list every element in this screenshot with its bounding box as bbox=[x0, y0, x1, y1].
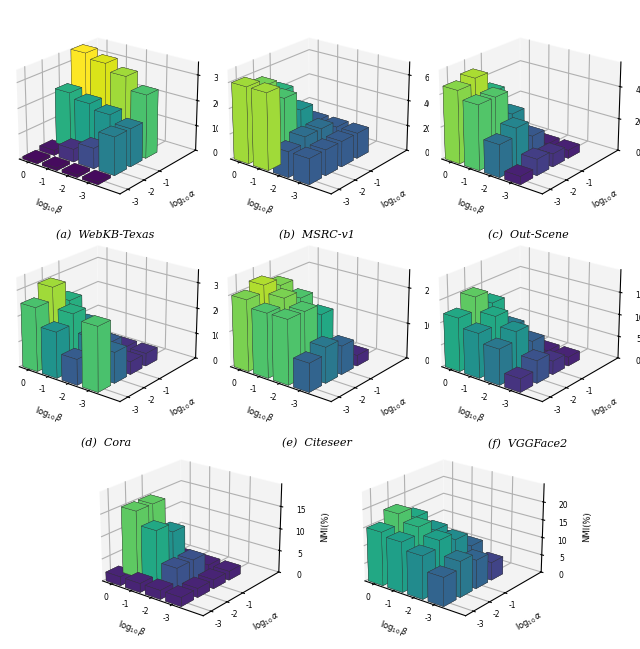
X-axis label: $\log_{10}\beta$: $\log_{10}\beta$ bbox=[455, 404, 487, 425]
Y-axis label: $\log_{10}\alpha$: $\log_{10}\alpha$ bbox=[251, 608, 283, 634]
Y-axis label: $\log_{10}\alpha$: $\log_{10}\alpha$ bbox=[590, 186, 622, 212]
X-axis label: $\log_{10}\beta$: $\log_{10}\beta$ bbox=[33, 196, 65, 217]
Y-axis label: $\log_{10}\alpha$: $\log_{10}\alpha$ bbox=[168, 394, 200, 420]
Text: (e)  Citeseer: (e) Citeseer bbox=[282, 438, 352, 448]
Y-axis label: $\log_{10}\alpha$: $\log_{10}\alpha$ bbox=[590, 394, 622, 420]
X-axis label: $\log_{10}\beta$: $\log_{10}\beta$ bbox=[378, 618, 410, 639]
Y-axis label: $\log_{10}\alpha$: $\log_{10}\alpha$ bbox=[379, 394, 411, 420]
Y-axis label: $\log_{10}\alpha$: $\log_{10}\alpha$ bbox=[379, 186, 411, 212]
Text: (a)  WebKB-Texas: (a) WebKB-Texas bbox=[56, 230, 155, 241]
X-axis label: $\log_{10}\beta$: $\log_{10}\beta$ bbox=[116, 618, 148, 639]
X-axis label: $\log_{10}\beta$: $\log_{10}\beta$ bbox=[33, 404, 65, 425]
X-axis label: $\log_{10}\beta$: $\log_{10}\beta$ bbox=[244, 404, 276, 425]
Y-axis label: $\log_{10}\alpha$: $\log_{10}\alpha$ bbox=[513, 608, 545, 634]
X-axis label: $\log_{10}\beta$: $\log_{10}\beta$ bbox=[244, 196, 276, 217]
Y-axis label: $\log_{10}\alpha$: $\log_{10}\alpha$ bbox=[168, 186, 200, 212]
Text: (c)  Out-Scene: (c) Out-Scene bbox=[488, 230, 568, 241]
X-axis label: $\log_{10}\beta$: $\log_{10}\beta$ bbox=[455, 196, 487, 217]
Text: (d)  Cora: (d) Cora bbox=[81, 438, 131, 448]
Text: (f)  VGGFace2: (f) VGGFace2 bbox=[488, 438, 568, 448]
Text: (b)  MSRC-v1: (b) MSRC-v1 bbox=[279, 230, 355, 241]
